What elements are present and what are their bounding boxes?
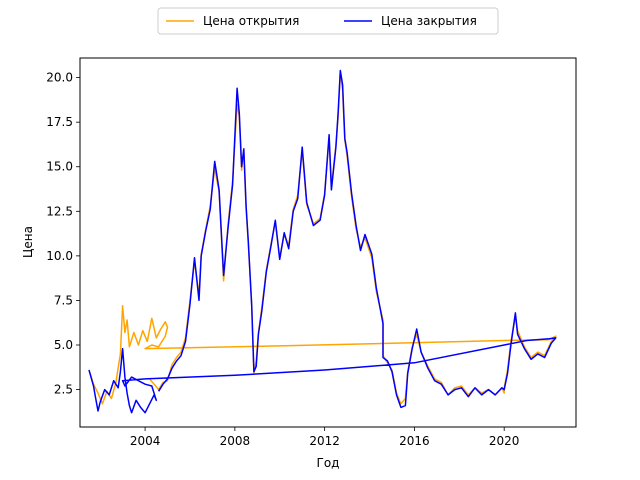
- y-tick-label: 20.0: [46, 71, 73, 85]
- y-tick-label: 12.5: [46, 204, 73, 218]
- y-axis: 2.5 5.0 7.5 10.0 12.5 15.0 17.5 20.0: [46, 71, 80, 397]
- legend: Цена открытия Цена закрытия: [157, 7, 499, 35]
- legend-label-open: Цена открытия: [203, 14, 299, 28]
- y-tick-label: 7.5: [54, 293, 73, 307]
- plot-series: [88, 69, 557, 414]
- y-tick-label: 17.5: [46, 115, 73, 129]
- x-tick-label: 2012: [309, 434, 340, 448]
- x-axis: 2004 2008 2012 2016 2020: [130, 427, 520, 448]
- legend-label-close: Цена закрытия: [381, 14, 477, 28]
- x-tick-label: 2020: [489, 434, 520, 448]
- y-axis-label: Цена: [21, 226, 35, 258]
- y-tick-label: 2.5: [54, 383, 73, 397]
- y-tick-label: 15.0: [46, 160, 73, 174]
- x-tick-label: 2008: [220, 434, 251, 448]
- x-axis-label: Год: [317, 456, 340, 470]
- plot-area-frame: [79, 57, 577, 428]
- x-tick-label: 2016: [399, 434, 430, 448]
- legend-frame: [157, 7, 499, 35]
- x-tick-label: 2004: [130, 434, 161, 448]
- series-line-close: [88, 69, 557, 414]
- y-tick-label: 5.0: [54, 338, 73, 352]
- y-tick-label: 10.0: [46, 249, 73, 263]
- series-line-open: [88, 71, 557, 405]
